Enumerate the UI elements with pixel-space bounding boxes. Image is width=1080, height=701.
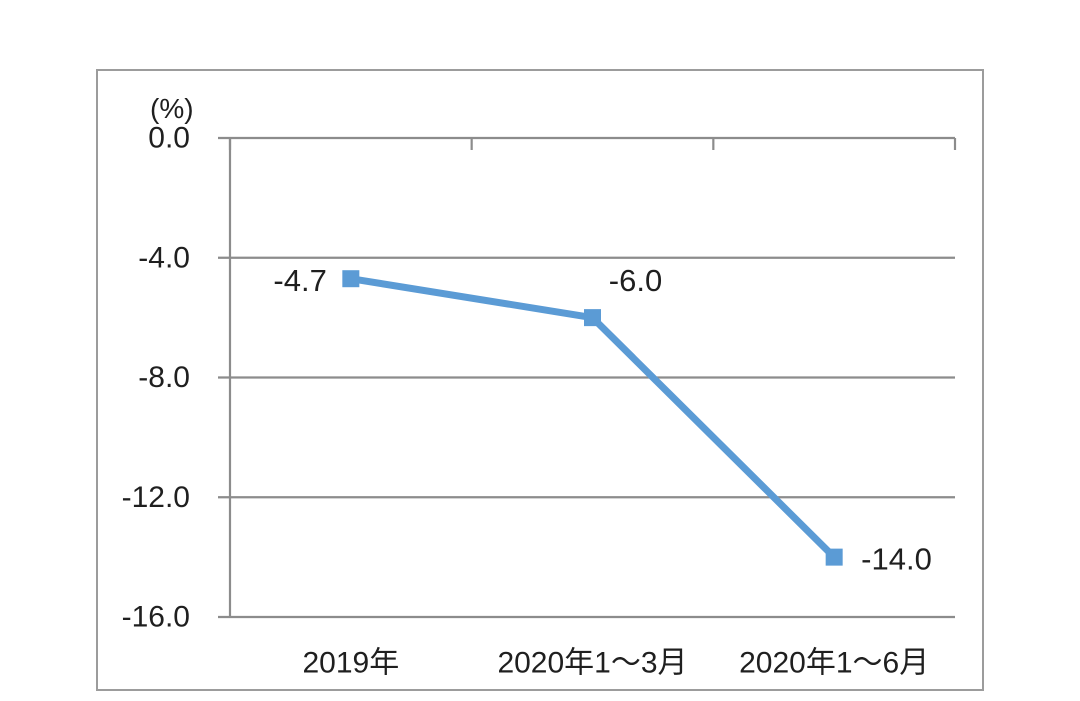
- data-label: -4.7: [273, 263, 326, 298]
- data-label: -14.0: [861, 542, 932, 577]
- y-tick-label: -8.0: [138, 361, 190, 394]
- data-point-marker: [825, 548, 843, 566]
- chart-frame: [96, 69, 984, 691]
- y-tick-label: -16.0: [122, 601, 190, 634]
- x-axis-category-label: 2020年1～3月: [497, 647, 687, 680]
- y-tick-label: -4.0: [138, 241, 190, 274]
- data-point-marker: [342, 270, 360, 288]
- x-axis-category-label: 2020年1～6月: [739, 647, 929, 680]
- y-tick-label: -12.0: [122, 481, 190, 514]
- data-point-marker: [584, 309, 601, 327]
- y-axis-unit-label: (%): [150, 93, 194, 124]
- data-label: -6.0: [609, 263, 662, 298]
- y-tick-label: 0.0: [148, 122, 190, 155]
- x-axis-category-label: 2019年: [302, 647, 399, 680]
